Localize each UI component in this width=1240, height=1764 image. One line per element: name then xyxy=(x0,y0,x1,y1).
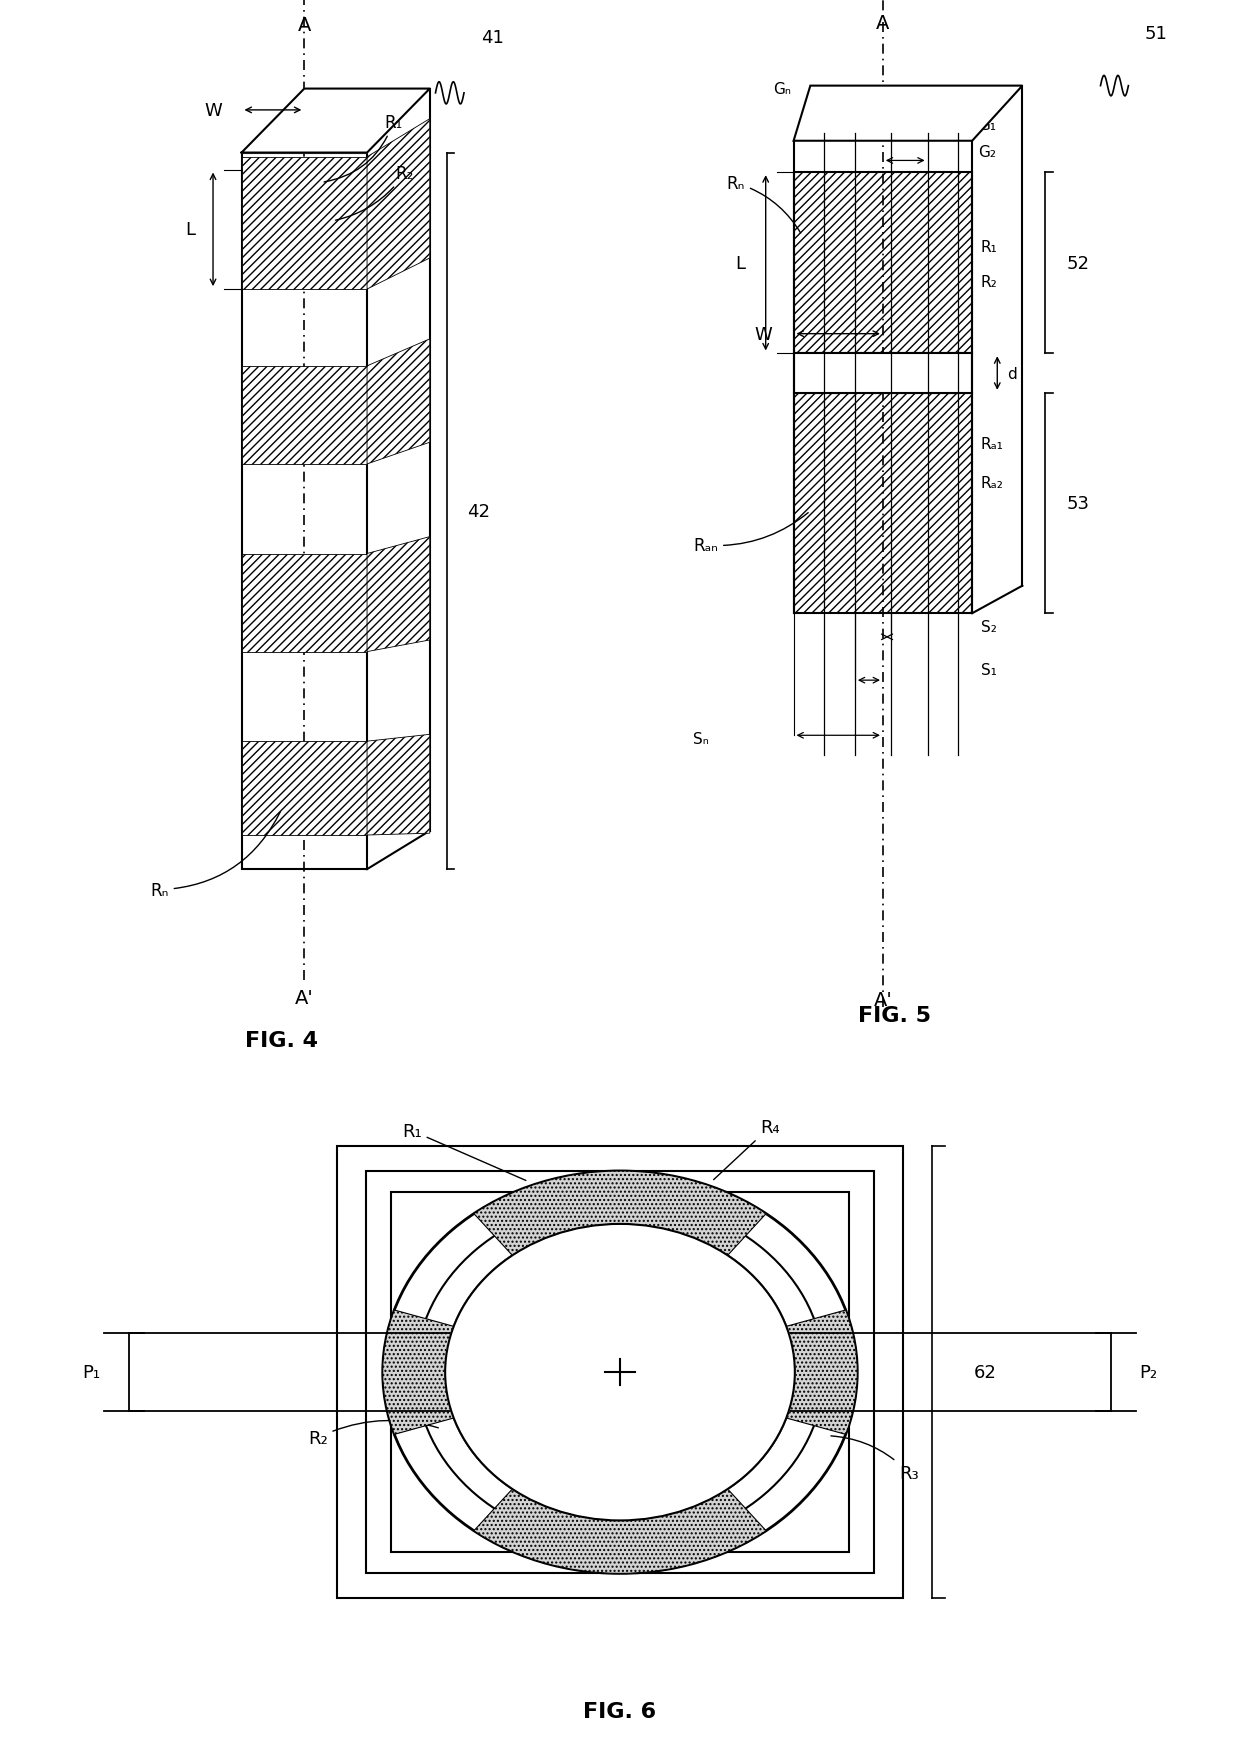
Bar xyxy=(242,367,367,464)
Text: 41: 41 xyxy=(481,28,503,46)
Text: Rₙ: Rₙ xyxy=(150,813,280,900)
Text: R₂: R₂ xyxy=(981,275,997,291)
Text: FIG. 5: FIG. 5 xyxy=(858,1005,930,1025)
Text: R₁: R₁ xyxy=(324,115,403,183)
Polygon shape xyxy=(367,538,430,653)
Circle shape xyxy=(445,1224,795,1521)
Text: Rₐ₁: Rₐ₁ xyxy=(981,437,1003,452)
Bar xyxy=(391,1192,849,1552)
Bar xyxy=(366,1171,874,1573)
Polygon shape xyxy=(367,736,430,836)
Polygon shape xyxy=(794,86,1022,141)
Text: L: L xyxy=(185,220,195,240)
Text: S₁: S₁ xyxy=(981,663,997,677)
Wedge shape xyxy=(474,1171,766,1256)
Text: P₁: P₁ xyxy=(82,1364,100,1381)
Polygon shape xyxy=(367,340,430,464)
Text: R₄: R₄ xyxy=(713,1118,780,1180)
Text: A': A' xyxy=(873,990,893,1009)
Text: 42: 42 xyxy=(467,503,490,520)
Text: L: L xyxy=(735,254,745,273)
Bar xyxy=(242,743,367,836)
Text: S₂: S₂ xyxy=(981,619,997,635)
Text: Sₙ: Sₙ xyxy=(693,732,709,746)
Text: R₃: R₃ xyxy=(831,1436,919,1482)
Text: FIG. 4: FIG. 4 xyxy=(246,1030,317,1050)
Bar xyxy=(794,173,972,355)
Polygon shape xyxy=(367,120,430,289)
Bar xyxy=(242,153,367,870)
Bar xyxy=(794,393,972,614)
Text: Rₐₙ: Rₐₙ xyxy=(693,513,808,556)
Text: R₂: R₂ xyxy=(308,1420,439,1446)
Text: d: d xyxy=(1007,367,1017,381)
Polygon shape xyxy=(242,90,430,153)
Wedge shape xyxy=(383,1311,454,1434)
Text: A - A': A - A' xyxy=(490,1325,533,1342)
Wedge shape xyxy=(786,1311,857,1434)
Text: Rₙ: Rₙ xyxy=(727,175,801,233)
Text: R₁: R₁ xyxy=(402,1122,526,1180)
Bar xyxy=(337,1147,903,1598)
Text: Gₙ: Gₙ xyxy=(773,83,791,97)
Bar xyxy=(794,355,972,393)
Wedge shape xyxy=(474,1489,766,1573)
Text: G₁: G₁ xyxy=(977,118,996,132)
Text: FIG. 6: FIG. 6 xyxy=(584,1700,656,1722)
Text: A': A' xyxy=(295,988,314,1007)
Text: W: W xyxy=(205,102,222,120)
Text: P₂: P₂ xyxy=(1140,1364,1158,1381)
Text: A: A xyxy=(877,14,889,34)
Text: R₂: R₂ xyxy=(336,166,414,220)
Bar xyxy=(242,157,367,289)
Text: 52: 52 xyxy=(1066,254,1090,273)
Bar xyxy=(242,554,367,653)
Text: W: W xyxy=(754,326,771,344)
Text: 62: 62 xyxy=(973,1364,997,1381)
Circle shape xyxy=(445,1224,795,1521)
Text: A: A xyxy=(298,16,311,35)
Text: Rₐ₂: Rₐ₂ xyxy=(981,476,1003,490)
Text: 51: 51 xyxy=(1145,25,1168,44)
Text: R₁: R₁ xyxy=(981,240,997,254)
Text: G₂: G₂ xyxy=(977,145,996,161)
Text: 53: 53 xyxy=(1066,494,1090,513)
